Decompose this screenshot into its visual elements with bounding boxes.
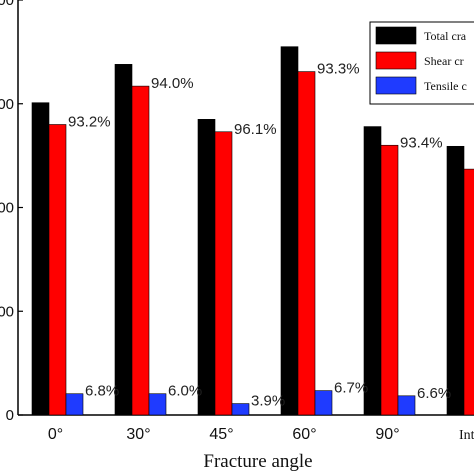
data-label: 93.3% bbox=[317, 61, 360, 78]
data-label: 93.4% bbox=[400, 134, 443, 151]
data-label: 6.7% bbox=[334, 380, 368, 397]
bar-total-1 bbox=[114, 64, 133, 416]
bar-total-2 bbox=[197, 119, 216, 416]
bar-tensile-1 bbox=[148, 393, 167, 416]
legend-entry: Shear cr bbox=[424, 54, 464, 68]
bar-shear-3 bbox=[297, 71, 316, 416]
y-tick-label: 00 bbox=[0, 303, 14, 320]
x-tick-label: 30° bbox=[126, 426, 150, 443]
bar-shear-4 bbox=[380, 144, 399, 416]
x-axis-label: Fracture angle bbox=[203, 451, 312, 472]
legend-entry: Total cra bbox=[424, 29, 467, 43]
bar-total-3 bbox=[280, 46, 299, 416]
bar-tensile-3 bbox=[314, 390, 333, 416]
legend-swatch bbox=[375, 26, 417, 45]
x-tick-label: 45° bbox=[209, 426, 233, 443]
bar-shear-2 bbox=[214, 131, 233, 416]
bar-shear-5 bbox=[463, 168, 474, 416]
bar-total-4 bbox=[363, 126, 382, 416]
chart-legend: Total cra Shear cr Tensile c bbox=[369, 21, 474, 105]
bar-shear-0 bbox=[48, 124, 67, 416]
y-tick-label: 00 bbox=[0, 96, 14, 113]
bar-tensile-2 bbox=[231, 403, 250, 416]
bar-shear-1 bbox=[131, 85, 150, 416]
bar-tensile-0 bbox=[65, 393, 84, 416]
data-label: 3.9% bbox=[251, 393, 285, 410]
data-label: 94.0% bbox=[151, 75, 194, 92]
bar-tensile-4 bbox=[397, 395, 416, 416]
y-tick-label: 00 bbox=[0, 200, 14, 217]
data-label: 6.8% bbox=[85, 383, 119, 400]
data-label: 96.1% bbox=[234, 121, 277, 138]
data-label: 93.2% bbox=[68, 114, 111, 131]
y-tick-label: 00 bbox=[0, 0, 14, 9]
x-tick-label: 90° bbox=[375, 426, 399, 443]
chart-data-labels: 93.2%94.0%96.1%93.3%93.4%96.8%6.0%3.9%6.… bbox=[68, 61, 451, 410]
legend-swatch bbox=[375, 51, 417, 70]
x-tick-label: 0° bbox=[48, 426, 63, 443]
chart-bars bbox=[31, 46, 474, 416]
bar-total-5 bbox=[446, 145, 465, 416]
data-label: 6.0% bbox=[168, 383, 202, 400]
x-tick-label: 60° bbox=[292, 426, 316, 443]
x-tick-label: Inta bbox=[459, 428, 474, 443]
data-label: 6.6% bbox=[417, 385, 451, 402]
bar-total-0 bbox=[31, 102, 50, 416]
legend-entry: Tensile c bbox=[424, 79, 467, 93]
y-tick-label: 0 bbox=[6, 407, 14, 424]
legend-swatch bbox=[375, 76, 417, 95]
